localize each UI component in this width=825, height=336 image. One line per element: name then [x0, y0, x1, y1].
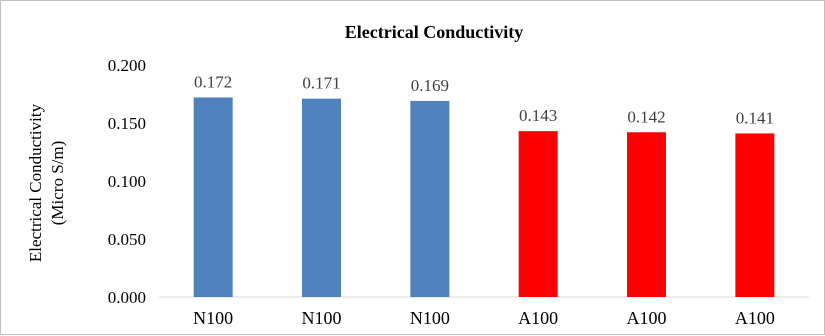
y-axis-label-main: Electrical Conductivity [26, 103, 45, 262]
y-axis-label-unit: (Micro S/m) [48, 141, 67, 226]
y-tick-label: 0.000 [108, 288, 146, 307]
data-label: 0.141 [736, 108, 774, 127]
data-label: 0.142 [627, 107, 665, 126]
category-label: A100 [518, 308, 558, 328]
bar [518, 131, 558, 297]
data-labels: 0.172 0.171 0.169 0.143 0.142 0.141 [194, 72, 774, 127]
bar [627, 132, 666, 297]
bar-series [193, 97, 775, 298]
y-axis-ticks: 0.000 0.050 0.100 0.150 0.200 [108, 56, 146, 307]
data-label: 0.172 [194, 72, 232, 91]
data-label: 0.169 [411, 76, 449, 95]
category-label: A100 [627, 308, 667, 328]
y-tick-label: 0.150 [108, 114, 146, 133]
y-axis-label: Electrical Conductivity (Micro S/m) [26, 103, 67, 262]
data-label: 0.171 [302, 74, 340, 93]
data-label: 0.143 [519, 106, 557, 125]
category-label: N100 [193, 308, 233, 328]
bar [410, 100, 450, 298]
y-tick-label: 0.100 [108, 172, 146, 191]
bar [302, 98, 341, 297]
bar [193, 97, 233, 297]
category-label: N100 [410, 308, 450, 328]
bar [735, 133, 775, 297]
y-tick-label: 0.050 [108, 230, 146, 249]
category-label: N100 [302, 308, 342, 328]
category-label: A100 [735, 308, 775, 328]
y-tick-label: 0.200 [108, 56, 146, 75]
chart-title: Electrical Conductivity [345, 22, 523, 42]
x-axis-categories: N100 N100 N100 A100 A100 A100 [193, 308, 775, 328]
